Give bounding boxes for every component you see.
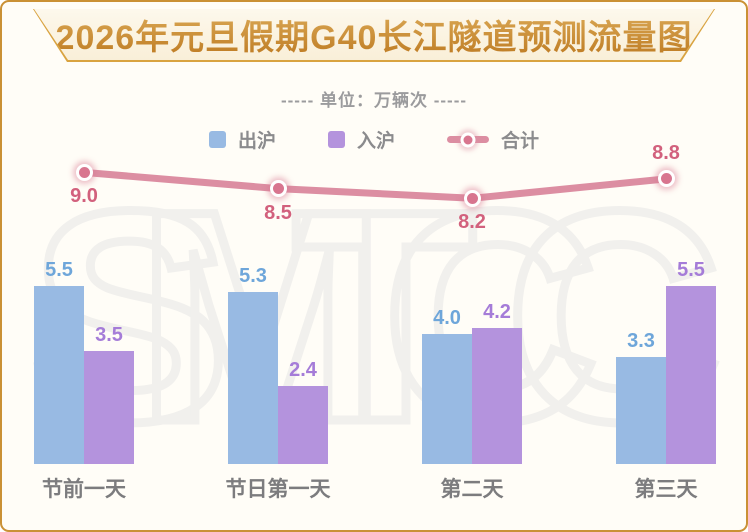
legend-label-out: 出沪 [237, 131, 276, 152]
legend: 出沪 入沪 合计 [2, 126, 746, 153]
legend-item-in: 入沪 [327, 126, 395, 153]
line-value-3: 8.8 [652, 141, 680, 164]
bar-out-1 [228, 292, 278, 464]
line-value-0: 9.0 [70, 185, 98, 208]
x-axis-label-2: 第二天 [440, 478, 504, 501]
title-banner-inner: 2026年元旦假期G40长江隧道预测流量图 [34, 9, 714, 60]
line-point-2 [463, 189, 481, 207]
bar-in-1 [278, 386, 328, 464]
line-point-0 [75, 163, 93, 181]
line-value-2: 8.2 [458, 211, 486, 234]
legend-swatch-out-icon [208, 131, 226, 148]
x-axis-label-3: 第三天 [634, 478, 698, 501]
bar-value-in-2: 4.2 [483, 301, 511, 323]
bar-out-0 [34, 286, 84, 464]
chart-title: 2026年元旦假期G40长江隧道预测流量图 [56, 10, 693, 59]
bar-value-in-3: 5.5 [677, 259, 705, 281]
line-value-1: 8.5 [264, 201, 292, 224]
legend-line-dot-icon [447, 132, 489, 147]
bar-value-in-1: 2.4 [289, 359, 317, 381]
bar-in-0 [84, 351, 134, 464]
bar-out-3 [616, 357, 666, 464]
legend-swatch-in-icon [327, 131, 345, 148]
bar-in-3 [666, 286, 716, 464]
legend-item-out: 出沪 [208, 126, 276, 153]
bar-out-2 [422, 334, 472, 464]
line-point-1 [269, 180, 287, 198]
bar-value-out-1: 5.3 [239, 265, 267, 287]
title-banner: 2026年元旦假期G40长江隧道预测流量图 [33, 9, 715, 62]
bar-value-out-2: 4.0 [433, 307, 461, 329]
legend-item-total: 合计 [447, 126, 539, 153]
x-axis-label-1: 节日第一天 [225, 478, 331, 501]
bar-value-out-3: 3.3 [627, 330, 655, 352]
legend-label-in: 入沪 [356, 131, 395, 152]
bar-in-2 [472, 328, 522, 464]
bar-value-in-0: 3.5 [95, 324, 123, 346]
legend-label-total: 合计 [501, 131, 540, 152]
x-axis-label-0: 节前一天 [42, 478, 126, 501]
line-point-3 [657, 170, 675, 188]
bar-value-out-0: 5.5 [45, 259, 73, 281]
legend-dot-icon [460, 132, 476, 147]
unit-label: ----- 单位：万辆次 ----- [280, 91, 468, 110]
